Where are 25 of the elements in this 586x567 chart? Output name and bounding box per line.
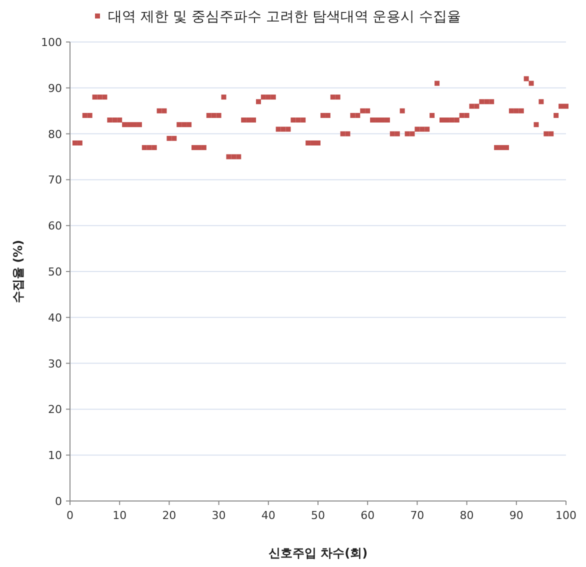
x-tick-label: 0	[66, 509, 74, 522]
x-tick-label: 60	[360, 509, 375, 522]
y-tick-label: 100	[41, 36, 62, 49]
x-tick-label: 30	[212, 509, 226, 522]
y-tick-label: 50	[48, 266, 62, 278]
y-tick-label: 40	[48, 311, 62, 324]
x-axis-title: 신호주입 차수(회)	[268, 546, 368, 560]
x-tick-label: 50	[311, 509, 325, 522]
x-tick-label: 20	[162, 509, 176, 522]
y-tick-label: 20	[48, 403, 62, 416]
y-tick-label: 70	[48, 174, 62, 187]
y-tick-label: 60	[48, 220, 62, 233]
x-tick-label: 40	[261, 509, 276, 522]
x-tick-label: 100	[556, 509, 576, 522]
x-tick-label: 70	[410, 509, 424, 522]
x-tick-label: 80	[460, 509, 474, 522]
y-axis-title: 수집율 (%)	[11, 240, 25, 304]
x-tick-label: 10	[112, 509, 127, 522]
y-tick-label: 30	[48, 357, 62, 370]
y-tick-label: 0	[55, 495, 62, 508]
y-tick-label: 10	[48, 449, 62, 462]
y-tick-label: 80	[48, 128, 62, 141]
y-tick-label: 90	[48, 82, 62, 95]
x-tick-label: 90	[509, 509, 524, 522]
legend-label: 대역 제한 및 중심주파수 고려한 탐색대역 운용시 수집율	[108, 9, 462, 25]
